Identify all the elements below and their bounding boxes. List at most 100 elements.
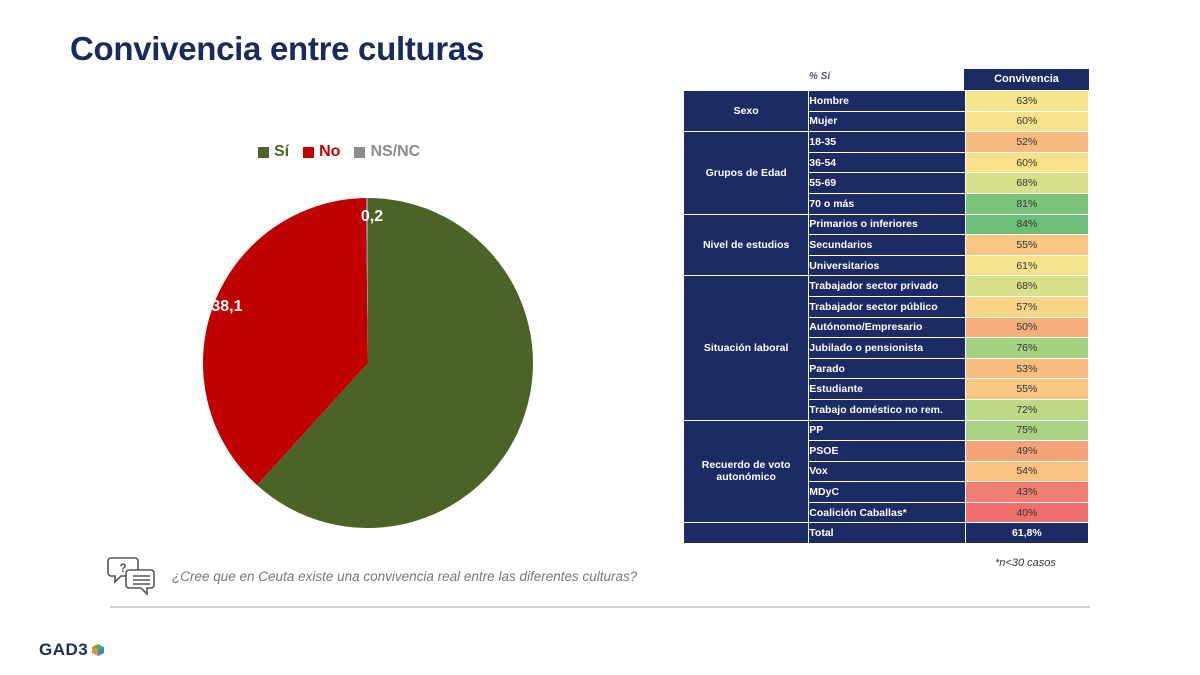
table-row: 36-54 60%: [684, 151, 1090, 174]
value-cell: 72%: [964, 398, 1090, 421]
table-row: Grupos de Edad 18-35 52%: [682, 131, 1090, 215]
legend-label-si: Sí: [274, 143, 290, 160]
category-label: 18-35: [808, 131, 966, 153]
group-label: Situación laboral: [682, 275, 810, 421]
value-cell: 81%: [964, 192, 1090, 215]
table-row: Trabajador sector público 57%: [684, 295, 1090, 318]
table-row: Nivel de estudios Primarios o inferiores 8…: [682, 213, 1090, 277]
category-label: Vox: [808, 460, 966, 483]
value-cell: 49%: [964, 440, 1090, 462]
category-label: Coalición Caballas*: [808, 501, 966, 524]
table-row: PSOE 49%: [684, 440, 1090, 462]
pie-label-nsnc: 0,2: [361, 208, 383, 225]
group-label: Grupos de Edad: [682, 131, 810, 215]
legend-item-si: Sí: [258, 143, 289, 161]
value-cell: 55%: [964, 378, 1090, 400]
legend-label-no: No: [319, 143, 341, 160]
data-table: Sexo Hombre 63% Mujer 60% Grupos de Edad 18-35…: [682, 89, 1090, 545]
table-row: Recuerdo de voto autonómico PP 75%: [682, 419, 1090, 524]
table-row: Jubilado o pensionista 76%: [684, 337, 1090, 359]
legend-swatch-no: [303, 146, 315, 158]
category-label: Universitarios: [808, 254, 966, 277]
value-cell: 60%: [964, 110, 1090, 133]
table-row: Estudiante 55%: [684, 378, 1090, 400]
value-cell: 54%: [964, 460, 1090, 483]
category-label: PSOE: [808, 440, 966, 462]
footer-divider: [110, 606, 1090, 608]
group-label: Recuerdo de voto autonómico: [682, 419, 810, 524]
category-label: Parado: [808, 357, 966, 380]
category-label: 36-54: [808, 151, 966, 174]
value-cell: 57%: [964, 295, 1090, 318]
value-cell: 55%: [964, 234, 1090, 256]
table-row: Secundarios 55%: [684, 234, 1090, 256]
total-group-cell: [682, 522, 810, 545]
table-row: Trabajo doméstico no rem. 72%: [684, 398, 1090, 421]
logo-text: GAD3: [39, 640, 89, 659]
value-cell: 43%: [964, 481, 1090, 503]
value-cell: 40%: [964, 501, 1090, 524]
table-row: Sexo Hombre 63%: [682, 89, 1090, 133]
total-label: Total: [808, 522, 966, 545]
value-cell: 50%: [964, 316, 1090, 339]
table-row: Parado 53%: [684, 357, 1090, 380]
pct-label: % Sí: [809, 71, 831, 82]
group-label: Sexo: [682, 89, 810, 133]
category-label: PP: [808, 419, 966, 442]
value-cell: 75%: [964, 419, 1090, 442]
value-cell: 76%: [964, 337, 1090, 359]
category-label: Trabajador sector público: [808, 295, 966, 318]
column-header: Convivencia: [964, 69, 1089, 90]
legend-label-nsnc: NS/NC: [370, 143, 421, 160]
category-label: MDyC: [808, 481, 966, 503]
value-cell: 60%: [964, 151, 1090, 174]
category-label: Primarios o inferiores: [808, 213, 966, 236]
value-cell: 84%: [964, 213, 1090, 236]
gad3-logo: GAD3: [39, 640, 105, 660]
value-cell: 53%: [964, 357, 1090, 380]
legend-swatch-si: [258, 146, 269, 158]
page-title: Convivencia entre culturas: [70, 30, 485, 67]
category-label: Estudiante: [808, 378, 966, 400]
category-label: Autónomo/Empresario: [808, 316, 966, 339]
category-label: Mujer: [808, 110, 966, 133]
category-label: Hombre: [808, 90, 966, 112]
pie-slice-s: [257, 198, 533, 528]
pie-label-s: 61,8: [510, 456, 536, 473]
table-row: MDyC 43%: [684, 481, 1090, 503]
pie-slice-no: [203, 198, 368, 486]
value-cell: 61%: [964, 254, 1090, 277]
cube-icon: [92, 644, 105, 656]
category-label: 70 o más: [808, 192, 966, 215]
survey-question: ¿Cree que en Ceuta existe una convivenci…: [172, 569, 638, 584]
table-row: Coalición Caballas* 40%: [684, 501, 1090, 524]
table-row: Autónomo/Empresario 50%: [684, 316, 1090, 339]
breakdown-table: % Sí Convivencia Sexo Hombre 63% Mujer 60% Gr…: [682, 69, 1090, 545]
value-cell: 63%: [964, 90, 1090, 112]
group-label: Nivel de estudios: [682, 213, 810, 277]
table-row: Situación laboral Trabajador sector priva…: [682, 275, 1090, 421]
total-row: Total 61,8%: [682, 522, 1090, 545]
pie-chart: 61,8 38,1 0,2: [203, 198, 536, 528]
value-cell: 52%: [964, 131, 1090, 153]
category-label: Trabajador sector privado: [808, 275, 966, 297]
pie-slice-nsnc: [365, 198, 368, 363]
value-cell: 68%: [964, 275, 1090, 297]
legend-item-nsnc: NS/NC: [354, 143, 420, 161]
question-chat-icon: ?: [107, 557, 155, 596]
table-row: Universitarios 61%: [684, 254, 1090, 277]
sample-note: *n<30 casos: [995, 557, 1056, 569]
svg-text:?: ?: [119, 561, 126, 575]
category-label: 55-69: [808, 172, 966, 194]
chart-legend: Sí No NS/NC: [258, 143, 420, 161]
legend-swatch-nsnc: [354, 146, 366, 158]
pie-label-no: 38,1: [211, 298, 242, 315]
table-row: Mujer 60%: [684, 110, 1090, 133]
total-value: 61,8%: [964, 522, 1090, 545]
table-row: 55-69 68%: [684, 172, 1090, 194]
category-label: Jubilado o pensionista: [808, 337, 966, 359]
category-label: Secundarios: [808, 234, 966, 256]
category-label: Trabajo doméstico no rem.: [808, 398, 966, 421]
legend-item-no: No: [303, 143, 340, 161]
value-cell: 68%: [964, 172, 1090, 194]
